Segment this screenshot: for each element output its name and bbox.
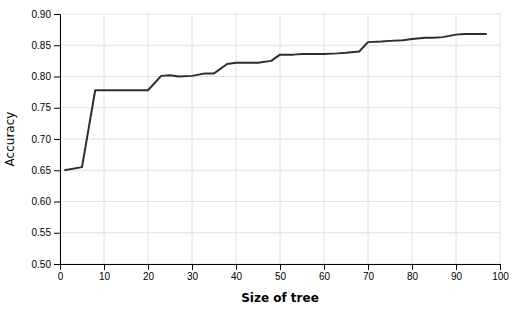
tick-mark — [54, 264, 60, 265]
tick: 0.80 — [32, 71, 60, 82]
tick-label: 0.55 — [32, 227, 52, 238]
tick-label: 90 — [451, 271, 463, 282]
grid-line — [104, 14, 105, 264]
grid-line — [236, 14, 237, 264]
tick-label: 100 — [492, 271, 509, 282]
tick-label: 50 — [275, 271, 287, 282]
tick-label: 0.60 — [32, 196, 52, 207]
tick-mark — [236, 264, 237, 270]
grid-line — [500, 14, 501, 264]
grid-line — [324, 14, 325, 264]
tick-mark — [54, 77, 60, 78]
tick-mark — [368, 264, 369, 270]
tick: 0.75 — [32, 102, 60, 113]
tick: 80 — [407, 264, 419, 282]
tick-mark — [54, 108, 60, 109]
tick: 50 — [275, 264, 287, 282]
tick-mark — [456, 264, 457, 270]
tick: 0.85 — [32, 40, 60, 51]
tick: 90 — [451, 264, 463, 282]
tick-label: 0.80 — [32, 71, 52, 82]
grid-line — [280, 14, 281, 264]
tick-mark — [104, 264, 105, 270]
tick: 0 — [58, 264, 64, 282]
tick: 0.50 — [32, 259, 60, 270]
y-axis-title: Accuracy — [3, 112, 17, 167]
tick: 20 — [143, 264, 155, 282]
tick-mark — [54, 139, 60, 140]
tick-label: 0.70 — [32, 134, 52, 145]
tick-label: 30 — [187, 271, 199, 282]
tick-mark — [500, 264, 501, 270]
tick-label: 0 — [58, 271, 64, 282]
grid-line — [412, 14, 413, 264]
tick-label: 80 — [407, 271, 419, 282]
tick-label: 70 — [363, 271, 375, 282]
line — [64, 34, 486, 170]
tick-mark — [54, 233, 60, 234]
tick-mark — [280, 264, 281, 270]
tick-mark — [324, 264, 325, 270]
tick: 0.60 — [32, 196, 60, 207]
tick-label: 20 — [143, 271, 155, 282]
axis-line — [54, 15, 61, 265]
x-axis-title: Size of tree — [241, 291, 319, 305]
tick: 10 — [99, 264, 111, 282]
marks — [64, 34, 486, 170]
grid-line — [148, 14, 149, 264]
tick-label: 10 — [99, 271, 111, 282]
grid-line — [456, 14, 457, 264]
tick: 0.70 — [32, 134, 60, 145]
chart: 01020304050607080901000.500.550.600.650.… — [0, 0, 520, 310]
tick-mark — [412, 264, 413, 270]
tick-label: 40 — [231, 271, 243, 282]
tick-mark — [148, 264, 149, 270]
axis-line — [61, 265, 501, 271]
tick-label: 0.75 — [32, 102, 52, 113]
tick: 60 — [319, 264, 331, 282]
plot: 01020304050607080901000.500.550.600.650.… — [32, 9, 510, 282]
tick-mark — [54, 14, 60, 15]
tick: 0.90 — [32, 9, 60, 20]
x-axis: 0 10 20 30 40 50 60 70 80 90 100 — [58, 264, 510, 282]
tick-label: 60 — [319, 271, 331, 282]
y-axis: 0.50 0.55 0.60 0.65 0.70 0.75 0.80 0.85 0.90 — [32, 9, 61, 270]
tick-label: 0.85 — [32, 40, 52, 51]
tick-mark — [54, 170, 60, 171]
tick-mark — [192, 264, 193, 270]
tick: 70 — [363, 264, 375, 282]
tick-label: 0.65 — [32, 165, 52, 176]
tick: 30 — [187, 264, 199, 282]
grid-line — [192, 14, 193, 264]
grid-line — [368, 14, 369, 264]
tick-label: 0.50 — [32, 259, 52, 270]
tick-mark — [54, 202, 60, 203]
tick: 0.65 — [32, 165, 60, 176]
tick: 0.55 — [32, 227, 60, 238]
tick-mark — [54, 45, 60, 46]
tick: 40 — [231, 264, 243, 282]
tick-label: 0.90 — [32, 9, 52, 20]
grid — [60, 14, 500, 264]
tick: 100 — [492, 264, 509, 282]
